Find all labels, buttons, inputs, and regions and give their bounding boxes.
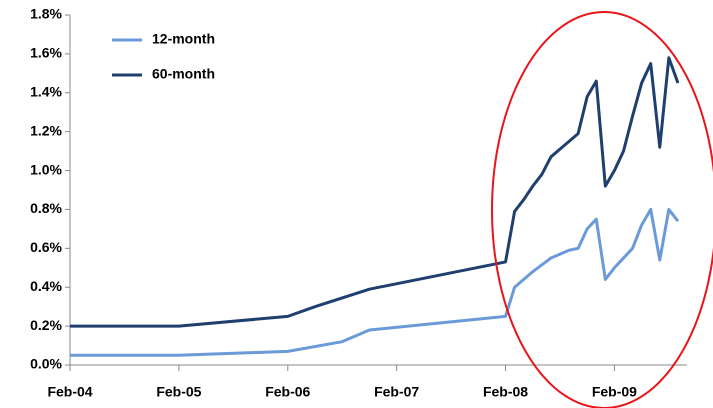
x-tick-label: Feb-09 bbox=[592, 384, 637, 400]
line-series bbox=[70, 56, 680, 328]
y-tick-label: 1.2% bbox=[30, 122, 62, 138]
y-tick-label: 0.6% bbox=[30, 239, 62, 255]
x-tick-label: Feb-05 bbox=[156, 384, 201, 400]
legend-label: 12-month bbox=[152, 31, 215, 47]
line-series bbox=[70, 207, 680, 357]
x-tick-label: Feb-08 bbox=[483, 384, 528, 400]
y-tick-label: 0.4% bbox=[30, 278, 62, 294]
highlight-ellipse bbox=[491, 11, 713, 408]
x-tick-label: Feb-06 bbox=[265, 384, 310, 400]
y-tick-label: 0.8% bbox=[30, 200, 62, 216]
y-tick-label: 1.6% bbox=[30, 45, 62, 61]
y-tick-label: 1.4% bbox=[30, 83, 62, 99]
y-tick-label: 0.0% bbox=[30, 356, 62, 372]
y-tick-label: 0.2% bbox=[30, 317, 62, 333]
x-tick-label: Feb-04 bbox=[47, 384, 92, 400]
x-tick-label: Feb-07 bbox=[374, 384, 419, 400]
plot: 0.0% 0.2% 0.4% 0.6% 0.8% 1.0% 1.2% 1.4% 1.6% 1.8%… bbox=[30, 6, 687, 400]
legend-label: 60-month bbox=[152, 66, 215, 82]
y-tick-label: 1.0% bbox=[30, 161, 62, 177]
y-tick-label: 1.8% bbox=[30, 6, 62, 22]
